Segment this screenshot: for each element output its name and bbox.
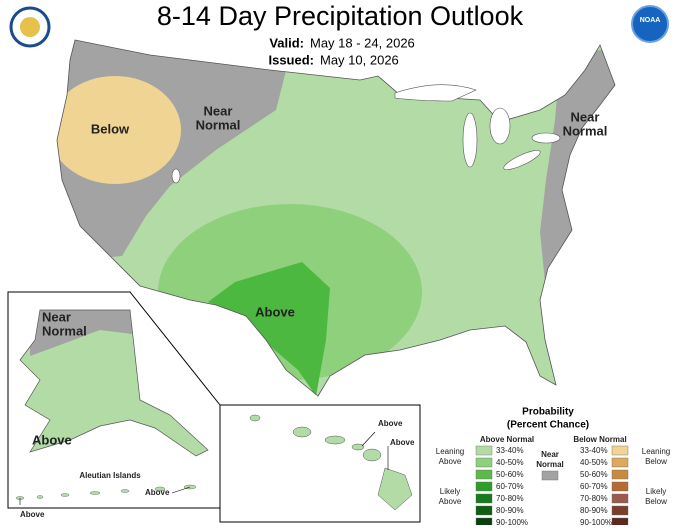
legend-group: Above	[439, 497, 462, 506]
region-label: Near	[571, 109, 600, 124]
legend-range: 33-40%	[580, 446, 608, 455]
noaa-logo	[631, 5, 669, 43]
legend-range: 50-60%	[580, 470, 608, 479]
pointer	[171, 486, 191, 494]
issued-date: May 10, 2026	[320, 52, 399, 67]
region-label: Above	[145, 488, 170, 497]
legend-group: Likely	[440, 487, 460, 496]
region-label: Above	[390, 438, 415, 447]
pointer	[361, 431, 376, 447]
legend: Probability (Percent Chance) Above Norma…	[436, 407, 670, 528]
legend-range: 80-90%	[496, 506, 524, 515]
valid-label: Valid:	[269, 35, 304, 50]
below-area	[57, 76, 181, 184]
legend-group: Leaning	[436, 447, 464, 456]
region-label: Near	[42, 309, 71, 324]
legend-swatch	[611, 445, 629, 456]
legend-swatch	[541, 470, 559, 481]
hawaii-inset: Above Above	[219, 404, 421, 523]
region-label: Above	[255, 304, 295, 319]
legend-swatch	[611, 493, 629, 504]
region-label: Below	[91, 121, 130, 136]
region-label: Normal	[563, 123, 608, 138]
legend-group: Below	[645, 457, 667, 466]
region-title: Aleutian Islands	[79, 471, 141, 480]
legend-swatch	[611, 481, 629, 492]
legend-swatch	[475, 517, 493, 528]
alaska-outline	[19, 309, 209, 457]
legend-range: 40-50%	[580, 458, 608, 467]
legend-range: 50-60%	[496, 470, 524, 479]
legend-range: 60-70%	[496, 482, 524, 491]
region-label: Above	[378, 419, 403, 428]
legend-group: Normal	[536, 460, 564, 469]
region-label: Near	[204, 103, 233, 118]
legend-range: 70-80%	[580, 494, 608, 503]
legend-swatch	[475, 469, 493, 480]
noaa-logo-text: NOAA	[640, 17, 661, 24]
legend-group: Likely	[646, 487, 666, 496]
legend-column-title: Above Normal	[480, 435, 534, 444]
legend-group: Above	[439, 457, 462, 466]
above-50-60-area	[208, 262, 330, 396]
region-label: Above	[20, 510, 45, 519]
valid-dates: May 18 - 24, 2026	[310, 35, 415, 50]
legend-range: 90-100%	[580, 518, 612, 525]
legend-range: 90-100%	[496, 518, 528, 525]
legend-title: Probability	[522, 407, 574, 418]
legend-swatch	[611, 505, 629, 516]
hawaii-box	[219, 404, 421, 523]
legend-swatch	[611, 457, 629, 468]
legend-group: Leaning	[642, 447, 670, 456]
legend-range: 70-80%	[496, 494, 524, 503]
great-lakes	[171, 84, 561, 184]
legend-swatch	[475, 493, 493, 504]
legend-subtitle: (Percent Chance)	[507, 420, 589, 431]
alaska-inset: Near Normal Above Aleutian Islands Above…	[7, 291, 221, 519]
legend-swatch	[611, 469, 629, 480]
legend-column-title: Below Normal	[573, 435, 626, 444]
legend-swatch	[475, 457, 493, 468]
region-label: Normal	[196, 117, 241, 132]
title: 8-14 Day Precipitation Outlook	[157, 1, 524, 31]
legend-range: 40-50%	[496, 458, 524, 467]
issued-label: Issued:	[268, 52, 314, 67]
legend-group: Below	[645, 497, 667, 506]
legend-swatch	[475, 481, 493, 492]
hawaii-islands	[249, 414, 413, 511]
legend-range: 60-70%	[580, 482, 608, 491]
commerce-logo-center	[20, 17, 40, 37]
legend-range: 33-40%	[496, 446, 524, 455]
near-normal-east-area	[540, 40, 615, 292]
legend-group: Near	[541, 450, 559, 459]
legend-range: 80-90%	[580, 506, 608, 515]
legend-swatch	[475, 505, 493, 516]
header: NOAA 8-14 Day Precipitation Outlook Vali…	[9, 1, 669, 67]
region-label: Normal	[42, 323, 87, 338]
alaska-near-normal	[30, 310, 140, 356]
legend-swatch	[475, 445, 493, 456]
region-label: Above	[32, 432, 72, 447]
legend-swatch	[611, 517, 629, 528]
